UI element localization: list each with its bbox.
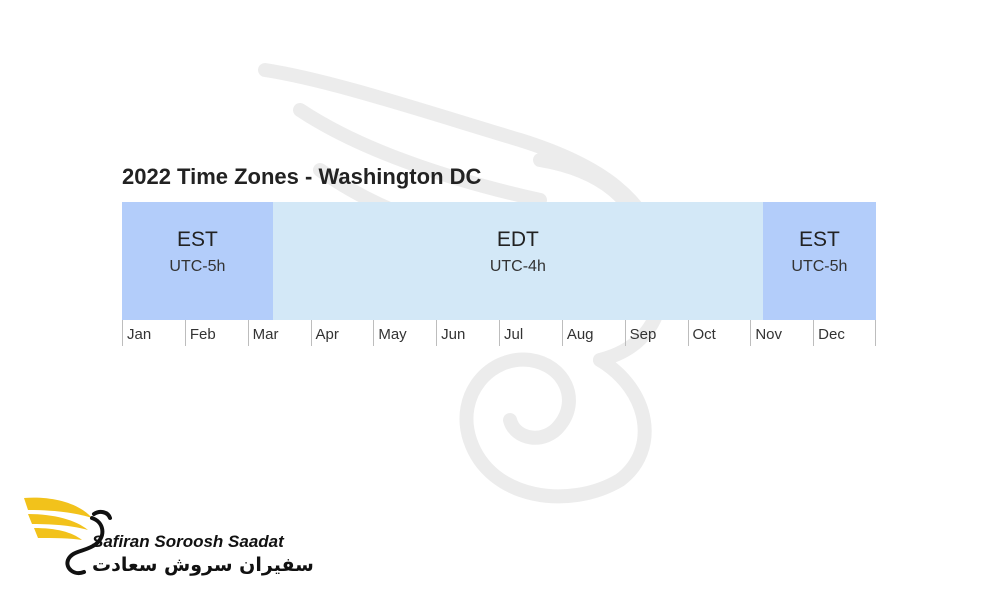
month-label-oct: Oct: [687, 320, 751, 346]
month-axis: Jan Feb Mar Apr May Jun Jul Aug Sep Oct Nov Dec: [122, 320, 876, 346]
month-label-apr: Apr: [310, 320, 374, 346]
timezone-name: EST: [799, 228, 840, 251]
timezone-name: EST: [176, 228, 218, 251]
chart-title: 2022 Time Zones - Washington DC: [122, 164, 482, 189]
month-label-jun: Jun: [436, 320, 499, 346]
company-logo-icon: [24, 497, 112, 575]
timezone-band-3: EST UTC-5h: [762, 202, 876, 320]
timezone-band-1: EST UTC-5h: [122, 202, 273, 320]
month-label-nov: Nov: [750, 320, 813, 346]
month-label-mar: Mar: [247, 320, 311, 346]
timezone-band-2: EDT UTC-4h: [272, 202, 763, 320]
logo-name-english: Safiran Soroosh Saadat: [92, 532, 284, 551]
timezone-name: EDT: [496, 228, 539, 251]
timezone-offset: UTC-5h: [791, 258, 848, 275]
month-label-jan: Jan: [122, 320, 185, 346]
month-label-sep: Sep: [624, 320, 688, 346]
timezone-offset: UTC-5h: [169, 258, 226, 275]
month-label-may: May: [373, 320, 436, 346]
month-label-feb: Feb: [184, 320, 248, 346]
logo-name-persian: سفیران سروش سعادت: [92, 554, 314, 576]
month-label-jul: Jul: [499, 320, 562, 346]
timezone-offset: UTC-4h: [489, 258, 546, 275]
month-label-dec: Dec: [813, 320, 876, 346]
month-label-aug: Aug: [561, 320, 625, 346]
